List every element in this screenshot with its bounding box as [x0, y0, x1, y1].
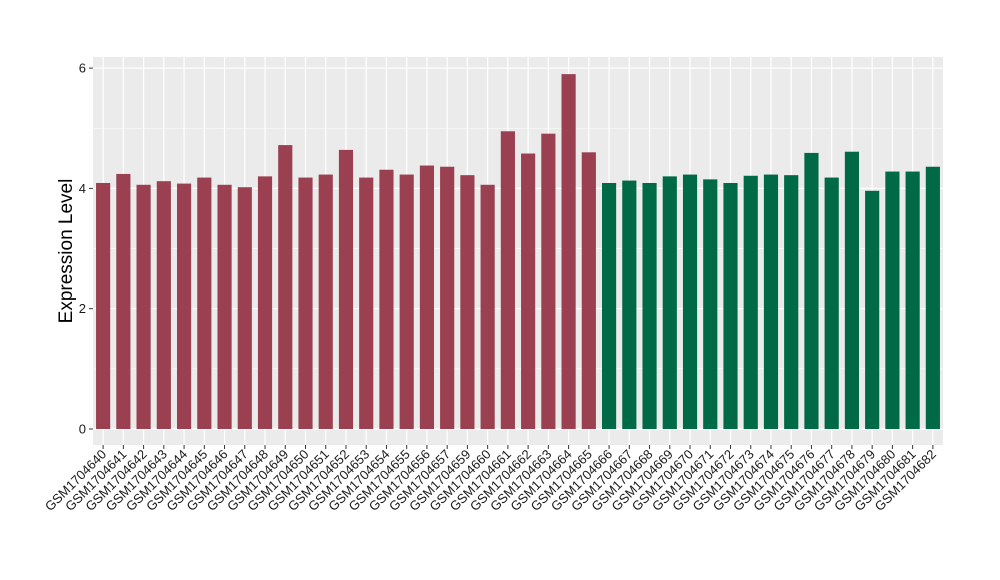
bar-GSM1704663	[541, 133, 556, 429]
bars	[96, 74, 940, 430]
bar-GSM1704651	[318, 174, 333, 429]
bar-GSM1704674	[763, 174, 779, 429]
bar-GSM1704678	[844, 151, 860, 429]
bar-GSM1704640	[96, 182, 111, 429]
bar-GSM1704660	[480, 184, 495, 429]
bar-GSM1704655	[399, 174, 414, 429]
bar-GSM1704642	[136, 184, 151, 429]
bar-GSM1704677	[824, 177, 839, 429]
bar-GSM1704653	[359, 177, 374, 429]
bar-GSM1704645	[197, 177, 212, 429]
bar-GSM1704648	[257, 176, 273, 429]
bar-GSM1704641	[116, 173, 131, 429]
bar-GSM1704679	[865, 190, 880, 429]
bar-GSM1704673	[743, 175, 758, 429]
bar-GSM1704669	[662, 176, 677, 429]
bar-GSM1704646	[217, 184, 232, 429]
bar-GSM1704682	[925, 166, 940, 429]
y-tick-label: 6	[79, 61, 86, 76]
bar-GSM1704659	[460, 175, 475, 429]
bar-GSM1704650	[298, 177, 313, 429]
bar-GSM1704668	[642, 182, 657, 429]
bar-GSM1704665	[581, 152, 596, 429]
bar-GSM1704662	[521, 153, 536, 429]
bar-GSM1704644	[176, 183, 192, 429]
bar-GSM1704664	[561, 74, 576, 430]
y-tick-label: 4	[79, 181, 86, 196]
bar-GSM1704671	[703, 179, 718, 429]
bar-GSM1704675	[784, 175, 799, 429]
x-axis: GSM1704640GSM1704641GSM1704642GSM1704643…	[42, 445, 939, 514]
bar-GSM1704643	[156, 181, 171, 429]
bar-GSM1704681	[905, 171, 920, 430]
bar-GSM1704661	[500, 131, 515, 429]
y-tick-label: 0	[79, 422, 86, 437]
y-axis-title: Expression Level	[56, 179, 77, 324]
bar-GSM1704647	[237, 187, 252, 429]
bar-GSM1704652	[338, 149, 354, 430]
bar-GSM1704666	[601, 182, 617, 429]
bar-GSM1704667	[622, 180, 637, 429]
bar-GSM1704657	[440, 166, 455, 429]
y-tick-label: 2	[79, 301, 86, 316]
bar-GSM1704680	[885, 171, 900, 430]
bar-GSM1704654	[379, 169, 394, 430]
y-axis: 0 2 4 6	[79, 61, 93, 437]
bar-GSM1704649	[278, 145, 293, 430]
plot-panel	[93, 57, 943, 445]
bar-GSM1704672	[723, 182, 738, 429]
bar-GSM1704670	[682, 174, 698, 429]
bar-GSM1704656	[419, 165, 435, 429]
bar-GSM1704676	[804, 152, 819, 429]
